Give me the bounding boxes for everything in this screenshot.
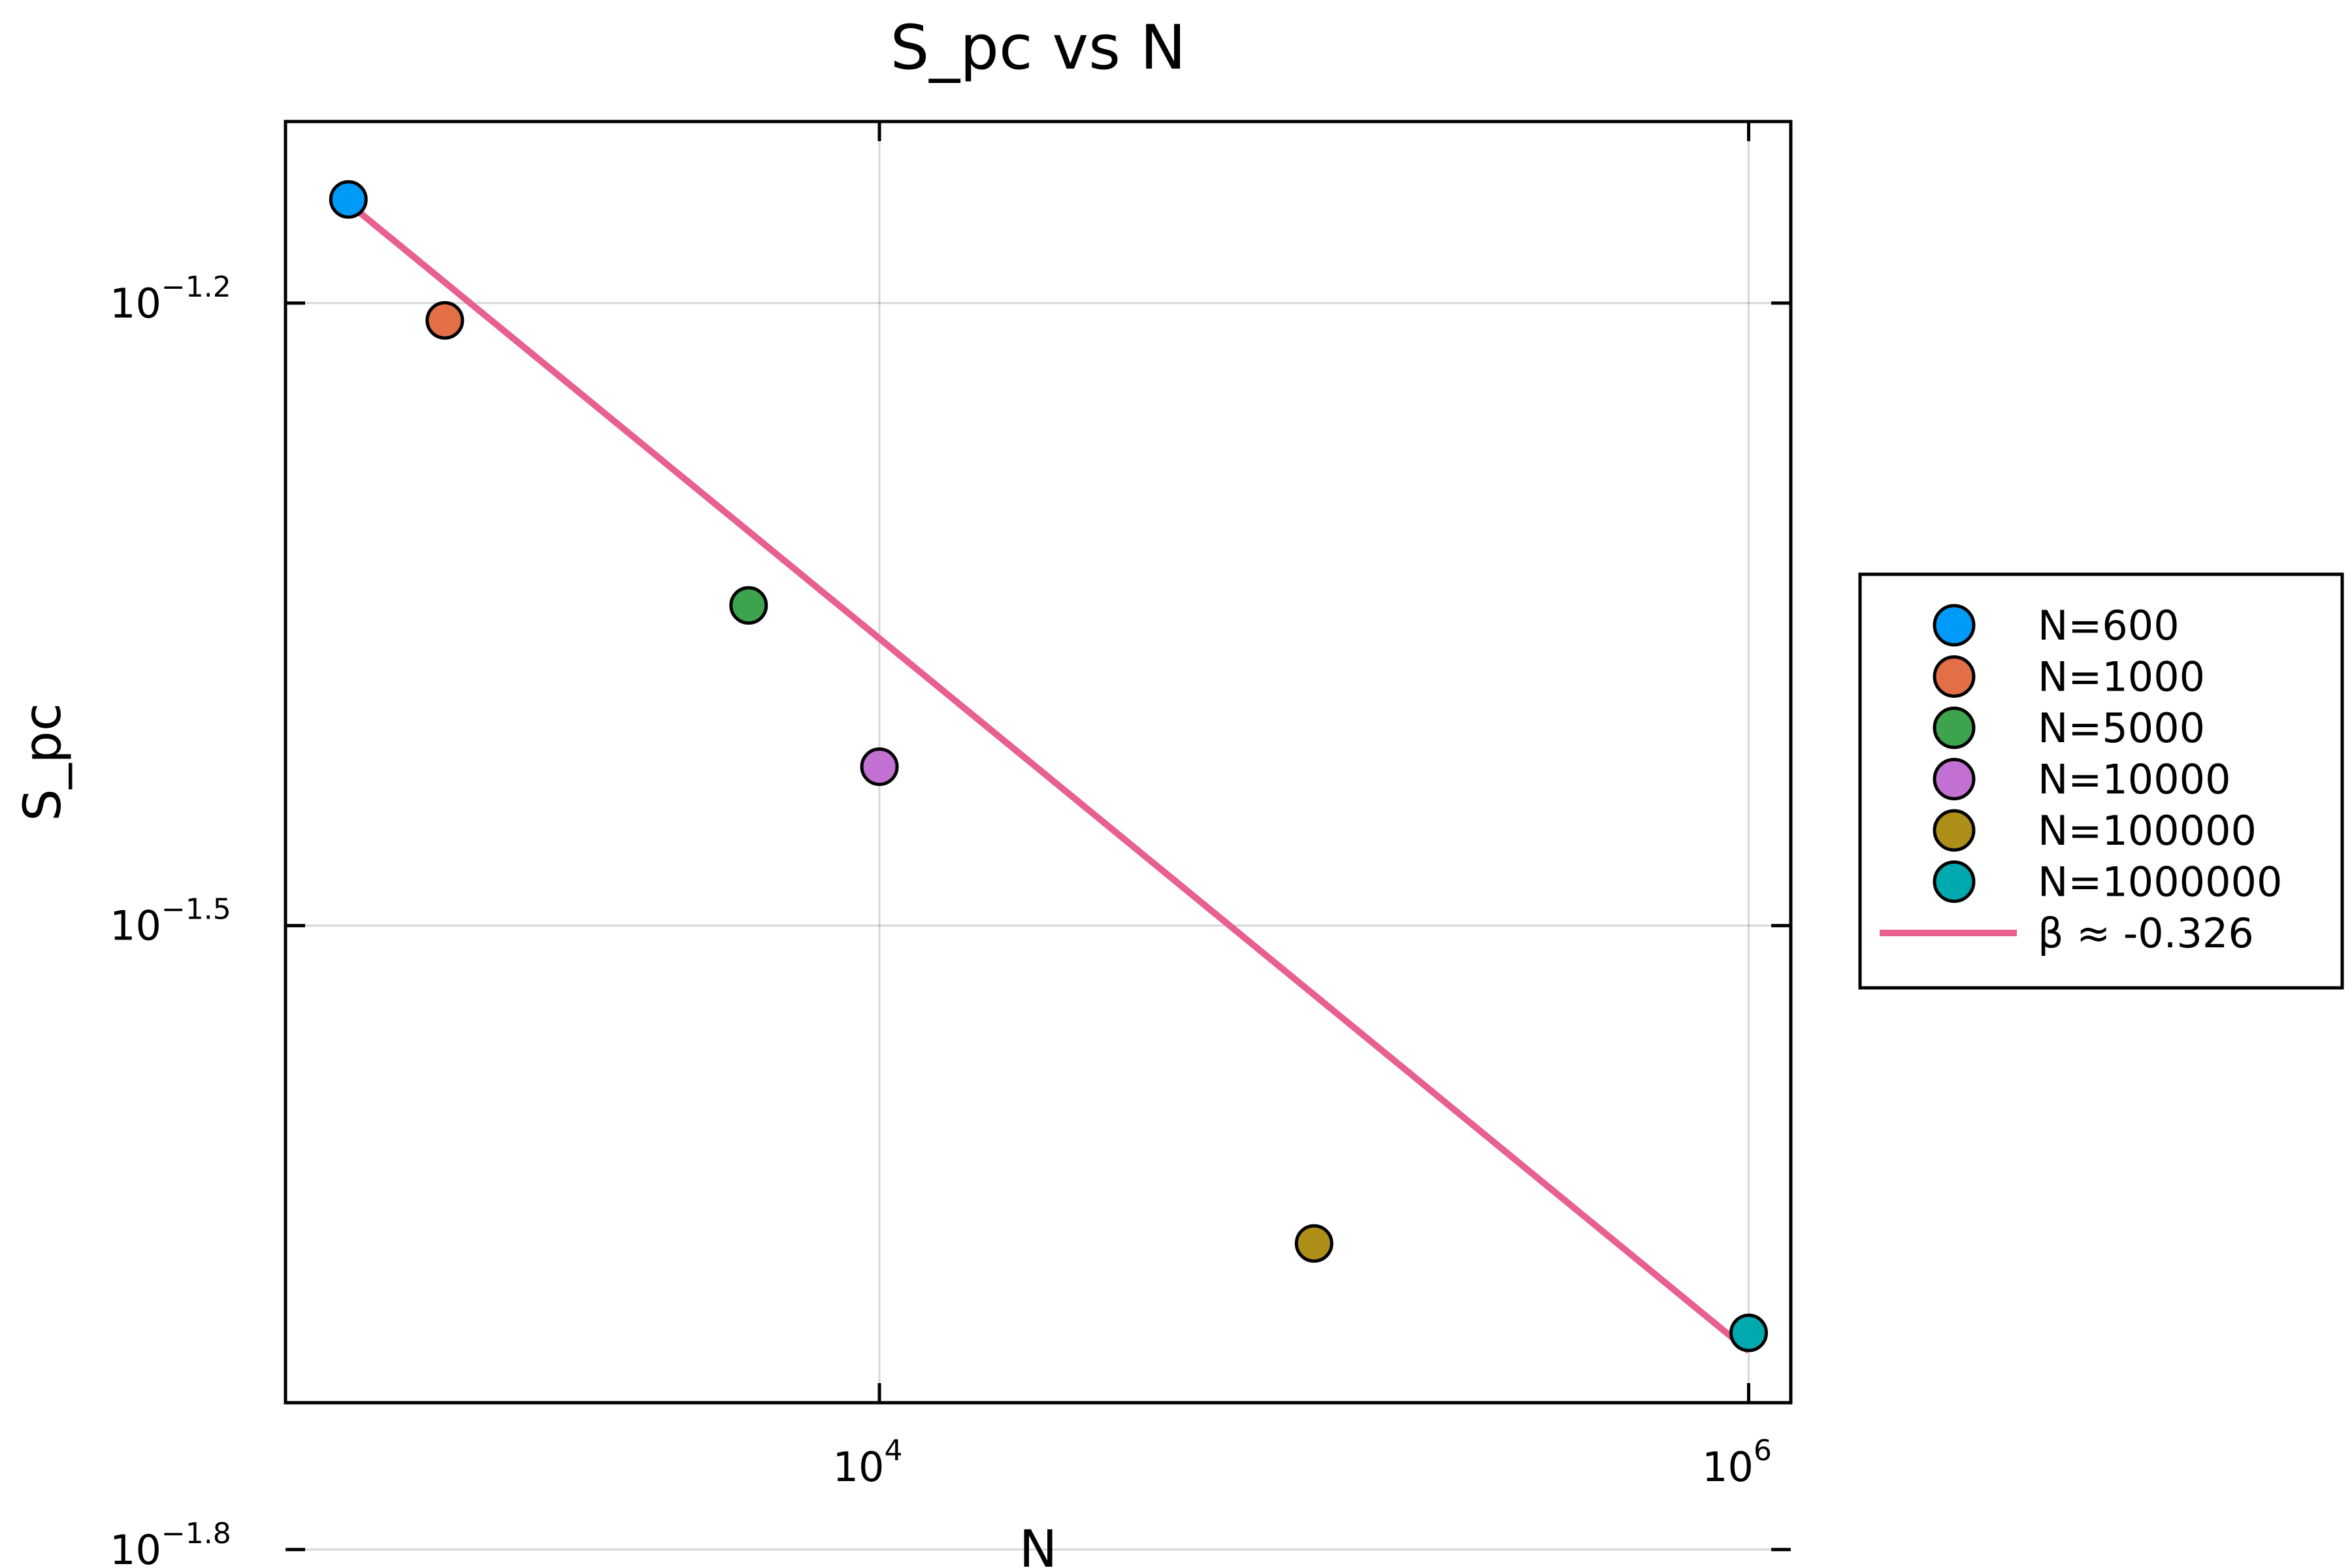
scatter-point <box>860 747 899 787</box>
legend-marker <box>1933 706 1976 749</box>
legend: N=600N=1000N=5000N=10000N=100000N=100000… <box>1858 572 2344 990</box>
legend-items: N=600N=1000N=5000N=10000N=100000N=100000… <box>1880 602 2282 957</box>
legend-label: N=10000 <box>2038 756 2231 804</box>
scatter-point <box>329 180 368 219</box>
legend-label: N=1000000 <box>2038 858 2282 906</box>
scatter-point <box>425 301 465 340</box>
legend-marker <box>1933 860 1976 903</box>
fit-line-layer <box>346 201 1751 1354</box>
grid-lines <box>286 122 1791 1551</box>
legend-marker <box>1933 758 1976 800</box>
scatter-points <box>329 180 1769 1352</box>
y-tick-label: 10−1.8 <box>110 1517 231 1568</box>
scatter-point <box>729 586 768 625</box>
x-axis-label: N <box>1019 1520 1057 1568</box>
legend-label: N=5000 <box>2038 704 2205 752</box>
y-tick-label: 10−1.2 <box>110 270 231 327</box>
legend-marker <box>1933 604 1976 647</box>
x-tick-label: 106 <box>1702 1434 1772 1491</box>
legend-marker <box>1933 655 1976 698</box>
legend-label: N=100000 <box>2038 807 2257 855</box>
tick-labels: 104 106 10−1.2 10−1.5 10−1.8 <box>110 270 1772 1568</box>
scatter-point <box>1729 1313 1769 1352</box>
fit-line <box>346 201 1751 1354</box>
axis-ticks <box>286 122 1791 1552</box>
legend-label: N=1000 <box>2038 653 2205 701</box>
x-tick-label: 104 <box>833 1434 903 1491</box>
y-axis-label: S_pc <box>14 703 73 821</box>
legend-label: N=600 <box>2038 602 2180 649</box>
legend-label: β ≈ -0.326 <box>2038 909 2254 957</box>
plot-frame <box>284 120 1793 1405</box>
y-tick-label: 10−1.5 <box>110 893 231 950</box>
scatter-point <box>1294 1224 1333 1263</box>
legend-marker <box>1933 809 1976 852</box>
chart-title: S_pc vs N <box>890 12 1186 84</box>
